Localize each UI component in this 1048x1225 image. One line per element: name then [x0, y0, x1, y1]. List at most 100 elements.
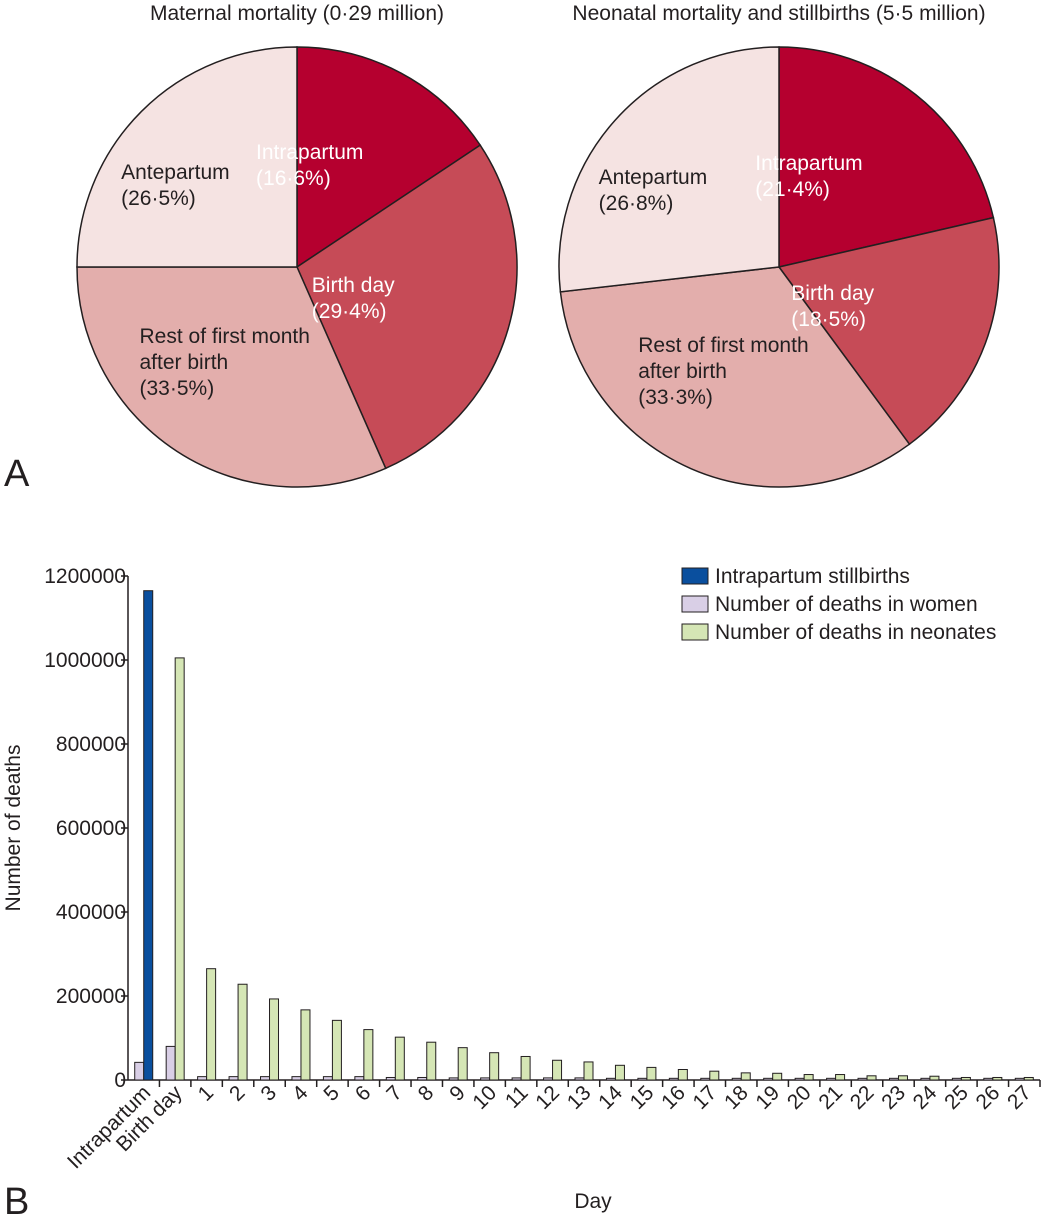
x-tick-label: 5 — [319, 1081, 344, 1106]
bar — [731, 1077, 742, 1081]
y-tick-label: 1200000 — [44, 565, 126, 588]
bar — [511, 1077, 522, 1081]
bar — [457, 1047, 468, 1081]
x-tick-label: 4 — [288, 1081, 313, 1106]
bar — [1023, 1076, 1034, 1081]
x-tick-label: 3 — [257, 1081, 282, 1106]
y-axis-label: Number of deaths — [2, 745, 25, 912]
bar — [866, 1075, 877, 1081]
bar — [322, 1076, 333, 1081]
slice-label: Antepartum (26·8%) — [599, 165, 789, 217]
slice-category: Intrapartum — [755, 152, 863, 176]
x-tick-label: 8 — [414, 1081, 439, 1106]
slice-category: Birth day — [311, 274, 395, 298]
legend-swatch — [681, 567, 709, 585]
slice-value: (18·5%) — [791, 307, 866, 331]
bar — [929, 1075, 940, 1081]
bar — [668, 1077, 679, 1081]
slice-category: Birth day — [791, 281, 875, 305]
bar — [237, 983, 248, 1081]
bar — [448, 1077, 459, 1081]
bar — [920, 1077, 931, 1081]
bar — [354, 1076, 365, 1081]
bar — [1014, 1077, 1025, 1081]
slice-category: Antepartum — [598, 165, 708, 189]
bar — [417, 1076, 428, 1081]
bar — [206, 968, 217, 1081]
slice-label: Rest of first month after birth (33·3%) — [638, 333, 828, 411]
bar — [394, 1036, 405, 1081]
slice-label: Birth day (18·5%) — [791, 281, 981, 333]
bar — [740, 1072, 751, 1081]
bar — [574, 1077, 585, 1081]
bar — [709, 1070, 720, 1081]
bar — [331, 1019, 342, 1081]
bar — [888, 1077, 899, 1081]
legend-label: Intrapartum stillbirths — [715, 565, 910, 588]
bar — [772, 1072, 783, 1081]
pie-title: Maternal mortality (0·29 million) — [150, 2, 444, 25]
slice-value: (33·3%) — [638, 385, 713, 409]
slice-label: Intrapartum (21·4%) — [755, 151, 945, 203]
pie-slice — [76, 266, 387, 488]
x-tick-label: 6 — [351, 1081, 376, 1106]
bar — [835, 1074, 846, 1081]
slice-value: (29·4%) — [311, 300, 387, 324]
bar — [489, 1052, 500, 1081]
pie-slice — [558, 46, 780, 293]
bar — [992, 1076, 1003, 1081]
bar — [637, 1077, 648, 1081]
bar — [385, 1076, 396, 1081]
bar — [646, 1066, 657, 1081]
pie-slice — [778, 46, 995, 268]
bar — [300, 1009, 311, 1081]
bar — [363, 1029, 374, 1081]
legend-swatch — [681, 595, 709, 613]
bar — [677, 1069, 688, 1081]
panel-label: A — [4, 453, 30, 495]
slice-category: Rest of first month after birth — [638, 333, 809, 383]
bar — [174, 657, 185, 1081]
panel-label: B — [4, 1181, 29, 1223]
legend-label: Number of deaths in neonates — [715, 621, 996, 644]
legend-label: Number of deaths in women — [715, 593, 978, 616]
slice-category: Intrapartum — [256, 141, 364, 165]
x-axis-label: Day — [574, 1190, 612, 1213]
y-tick-label: 200000 — [56, 985, 126, 1008]
slice-label: Antepartum (26·5%) — [121, 160, 311, 212]
pie-title: Neonatal mortality and stillbirths (5·5 … — [572, 2, 985, 25]
pie-slice — [296, 46, 482, 269]
slice-value: (26·8%) — [598, 191, 674, 215]
slice-label: Birth day (29·4%) — [312, 273, 502, 325]
y-tick-label: 600000 — [56, 817, 126, 840]
slice-label: Rest of first month after birth (33·5%) — [140, 324, 330, 402]
bar — [165, 1045, 176, 1081]
y-tick-label: 800000 — [56, 733, 126, 756]
slice-label: Intrapartum (16·6%) — [256, 140, 446, 192]
bar — [134, 1061, 145, 1081]
bar — [700, 1077, 711, 1081]
slice-category: Rest of first month after birth — [139, 324, 310, 374]
x-tick-label: 7 — [382, 1081, 407, 1106]
legend-swatch — [681, 623, 709, 641]
bar — [763, 1077, 774, 1081]
y-tick-label: 400000 — [56, 901, 126, 924]
bar — [197, 1076, 208, 1081]
bar — [480, 1077, 491, 1081]
bar — [143, 590, 154, 1081]
slice-value: (26·5%) — [121, 187, 196, 211]
slice-value: (16·6%) — [256, 167, 331, 191]
bar — [228, 1076, 239, 1081]
x-tick-label: 1 — [194, 1081, 219, 1106]
bar — [826, 1077, 837, 1081]
bar — [520, 1055, 531, 1081]
bar — [794, 1077, 805, 1081]
slice-value: (33·5%) — [139, 376, 215, 400]
bar — [803, 1074, 814, 1081]
pie-slice — [296, 144, 518, 470]
pie-slice — [777, 216, 1000, 446]
y-tick-label: 0 — [114, 1069, 126, 1092]
slice-category: Antepartum — [121, 161, 230, 185]
